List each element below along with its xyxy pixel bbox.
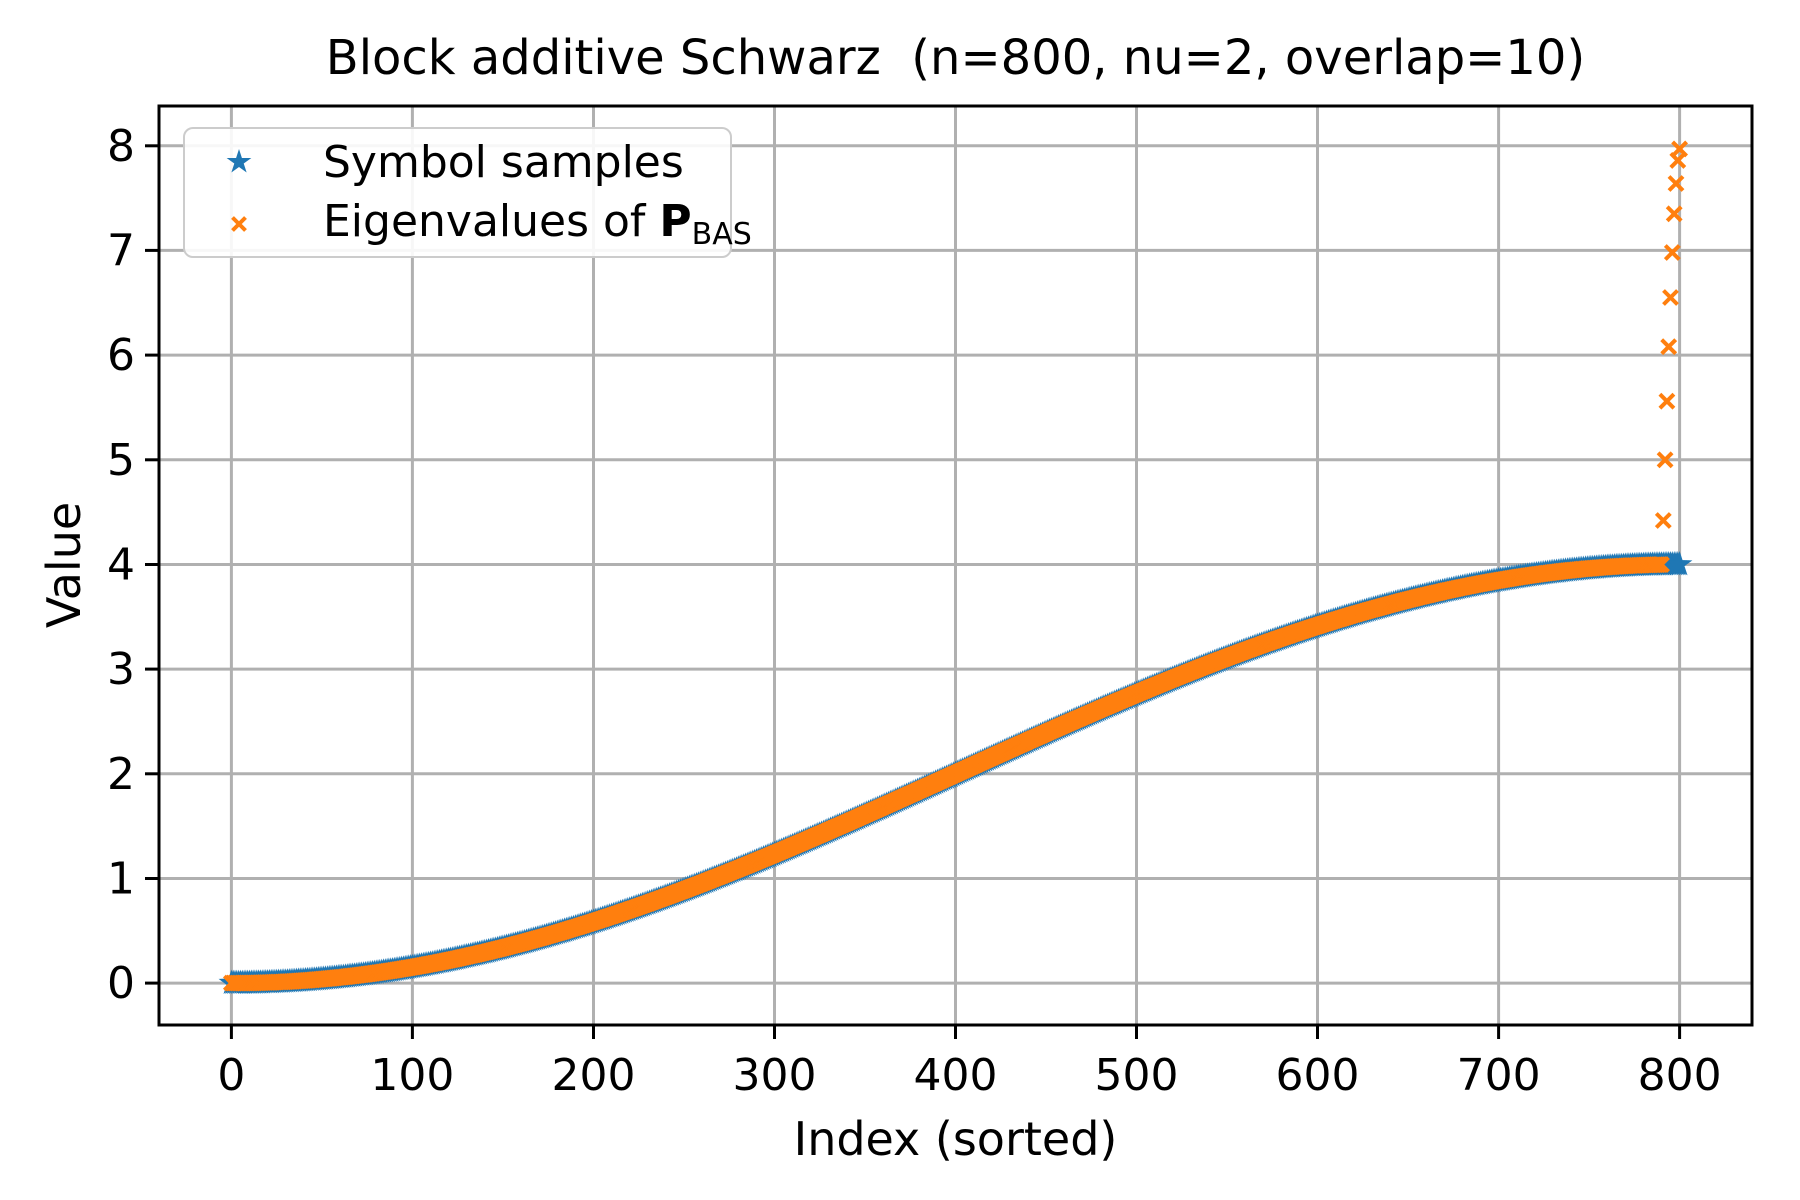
svg-text:5: 5 — [107, 435, 135, 486]
svg-text:1: 1 — [107, 854, 135, 905]
svg-text:2: 2 — [107, 749, 135, 800]
svg-text:0: 0 — [107, 958, 135, 1009]
x-marker-icon — [231, 216, 247, 232]
legend-label-prefix: Eigenvalues of — [323, 196, 660, 247]
svg-text:3: 3 — [107, 644, 135, 695]
legend-label-eigenvalues: Eigenvalues of PBAS — [323, 196, 752, 252]
svg-text:0: 0 — [217, 1050, 245, 1101]
svg-text:700: 700 — [1457, 1050, 1541, 1101]
svg-text:400: 400 — [914, 1050, 998, 1101]
legend-label-symbol-samples: Symbol samples — [323, 136, 684, 188]
svg-text:100: 100 — [370, 1050, 454, 1101]
svg-text:500: 500 — [1095, 1050, 1179, 1101]
y-tick-labels: 0 1 2 3 4 5 6 7 8 — [107, 121, 135, 1009]
legend-entry-symbol-samples: Symbol samples — [221, 131, 730, 193]
chart-title: Block additive Schwarz (n=800, nu=2, ove… — [325, 30, 1586, 86]
svg-text:300: 300 — [733, 1050, 817, 1101]
svg-text:600: 600 — [1276, 1050, 1360, 1101]
y-axis-label: Value — [37, 501, 91, 629]
svg-text:200: 200 — [552, 1050, 636, 1101]
star-marker-icon — [226, 149, 252, 173]
legend-label-subscript: BAS — [691, 217, 752, 252]
x-tick-labels: 0 100 200 300 400 500 600 700 800 — [217, 1050, 1721, 1101]
x-axis-label: Index (sorted) — [793, 1112, 1118, 1166]
legend-entry-eigenvalues: Eigenvalues of PBAS — [221, 193, 752, 255]
legend-label-bold-p: P — [659, 196, 692, 247]
svg-text:7: 7 — [107, 225, 135, 276]
star-glyph — [226, 149, 252, 173]
legend: Symbol samples Eigenvalues of PBAS — [183, 127, 752, 258]
svg-text:800: 800 — [1638, 1050, 1722, 1101]
svg-text:8: 8 — [107, 121, 135, 172]
tick-marks — [145, 144, 1682, 1039]
svg-text:4: 4 — [107, 540, 135, 591]
x-glyph — [231, 216, 247, 232]
grid-lines — [159, 106, 1752, 1025]
axes-frame — [157, 104, 1754, 1027]
svg-text:6: 6 — [107, 330, 135, 381]
